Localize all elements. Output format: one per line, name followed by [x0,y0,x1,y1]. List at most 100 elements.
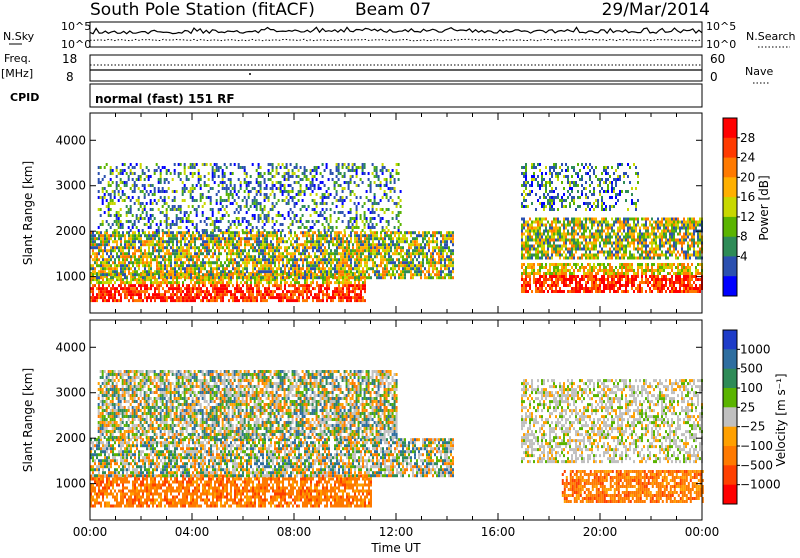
power-echo-cell [122,193,124,196]
power-echo-cell [364,226,366,229]
power-echo-cell [649,275,651,278]
power-echo-cell [232,267,234,270]
power-echo-cell [106,163,108,166]
power-echo-cell [581,287,583,290]
power-echo-cell [192,166,194,169]
power-echo-cell [613,275,615,278]
power-echo-cell [192,199,194,202]
power-echo-cell [230,296,232,299]
power-echo-cell [218,229,220,232]
power-echo-cell [599,263,601,266]
power-echo-cell [396,258,398,261]
power-echo-cell [102,249,104,252]
power-echo-cell [172,178,174,181]
power-echo-cell [440,276,442,279]
power-echo-cell [312,261,314,264]
power-echo-cell [180,243,182,246]
power-echo-cell [444,276,446,279]
power-echo-cell [270,255,272,258]
power-echo-cell [557,281,559,284]
power-echo-cell [368,267,370,270]
power-echo-cell [372,223,374,226]
power-echo-cell [262,246,264,249]
power-echo-cell [436,237,438,240]
power-echo-cell [178,290,180,293]
nsky-label: N.Sky [3,30,35,43]
power-echo-cell [216,293,218,296]
power-echo-cell [637,266,639,269]
power-echo-cell [442,237,444,240]
power-echo-cell [106,273,108,276]
power-echo-cell [148,252,150,255]
power-echo-cell [172,270,174,273]
power-echo-cell [252,199,254,202]
power-echo-cell [579,281,581,284]
power-echo-cell [188,258,190,261]
power-echo-cell [420,264,422,267]
power-echo-cell [184,184,186,187]
power-echo-cell [380,187,382,190]
power-echo-cell [110,258,112,261]
power-echo-cell [294,205,296,208]
power-echo-cell [338,246,340,249]
power-echo-cell [350,261,352,264]
power-echo-cell [132,261,134,264]
power-echo-cell [264,172,266,175]
power-echo-cell [280,258,282,261]
power-echo-cell [320,273,322,276]
power-echo-cell [268,293,270,296]
power-echo-cell [220,299,222,302]
power-echo-cell [322,258,324,261]
power-echo-cell [276,237,278,240]
power-echo-cell [591,278,593,281]
power-echo-cell [523,263,525,266]
power-echo-cell [244,276,246,279]
power-echo-cell [138,237,140,240]
power-echo-cell [250,273,252,276]
power-echo-cell [106,249,108,252]
power-echo-cell [350,249,352,252]
power-echo-cell [348,240,350,243]
power-echo-cell [288,178,290,181]
power-echo-cell [104,273,106,276]
power-echo-cell [300,293,302,296]
power-echo-cell [276,296,278,299]
power-echo-cell [316,273,318,276]
power-echo-cell [322,281,324,284]
power-echo-cell [535,272,537,275]
power-echo-cell [266,299,268,302]
power-echo-cell [254,255,256,258]
power-echo-cell [150,276,152,279]
power-echo-cell [222,296,224,299]
power-echo-cell [170,296,172,299]
power-echo-cell [160,172,162,175]
power-echo-cell [450,264,452,267]
power-echo-cell [326,196,328,199]
power-echo-cell [400,211,402,214]
power-echo-cell [172,231,174,234]
power-echo-cell [372,270,374,273]
power-echo-cell [450,276,452,279]
power-echo-cell [420,273,422,276]
power-echo-cell [132,299,134,302]
power-echo-cell [128,237,130,240]
power-echo-cell [619,287,621,290]
power-echo-cell [336,264,338,267]
power-echo-cell [322,255,324,258]
power-echo-cell [278,293,280,296]
power-echo-cell [262,208,264,211]
power-echo-cell [318,240,320,243]
power-echo-cell [102,199,104,202]
power-echo-cell [150,281,152,284]
power-echo-cell [527,281,529,284]
power-echo-cell [404,258,406,261]
power-echo-cell [98,264,100,267]
power-echo-cell [158,293,160,296]
power-echo-cell [224,199,226,202]
power-echo-cell [364,299,366,302]
power-echo-cell [190,240,192,243]
power-echo-cell [256,287,258,290]
power-echo-cell [216,246,218,249]
power-echo-cell [282,223,284,226]
power-echo-cell [354,293,356,296]
